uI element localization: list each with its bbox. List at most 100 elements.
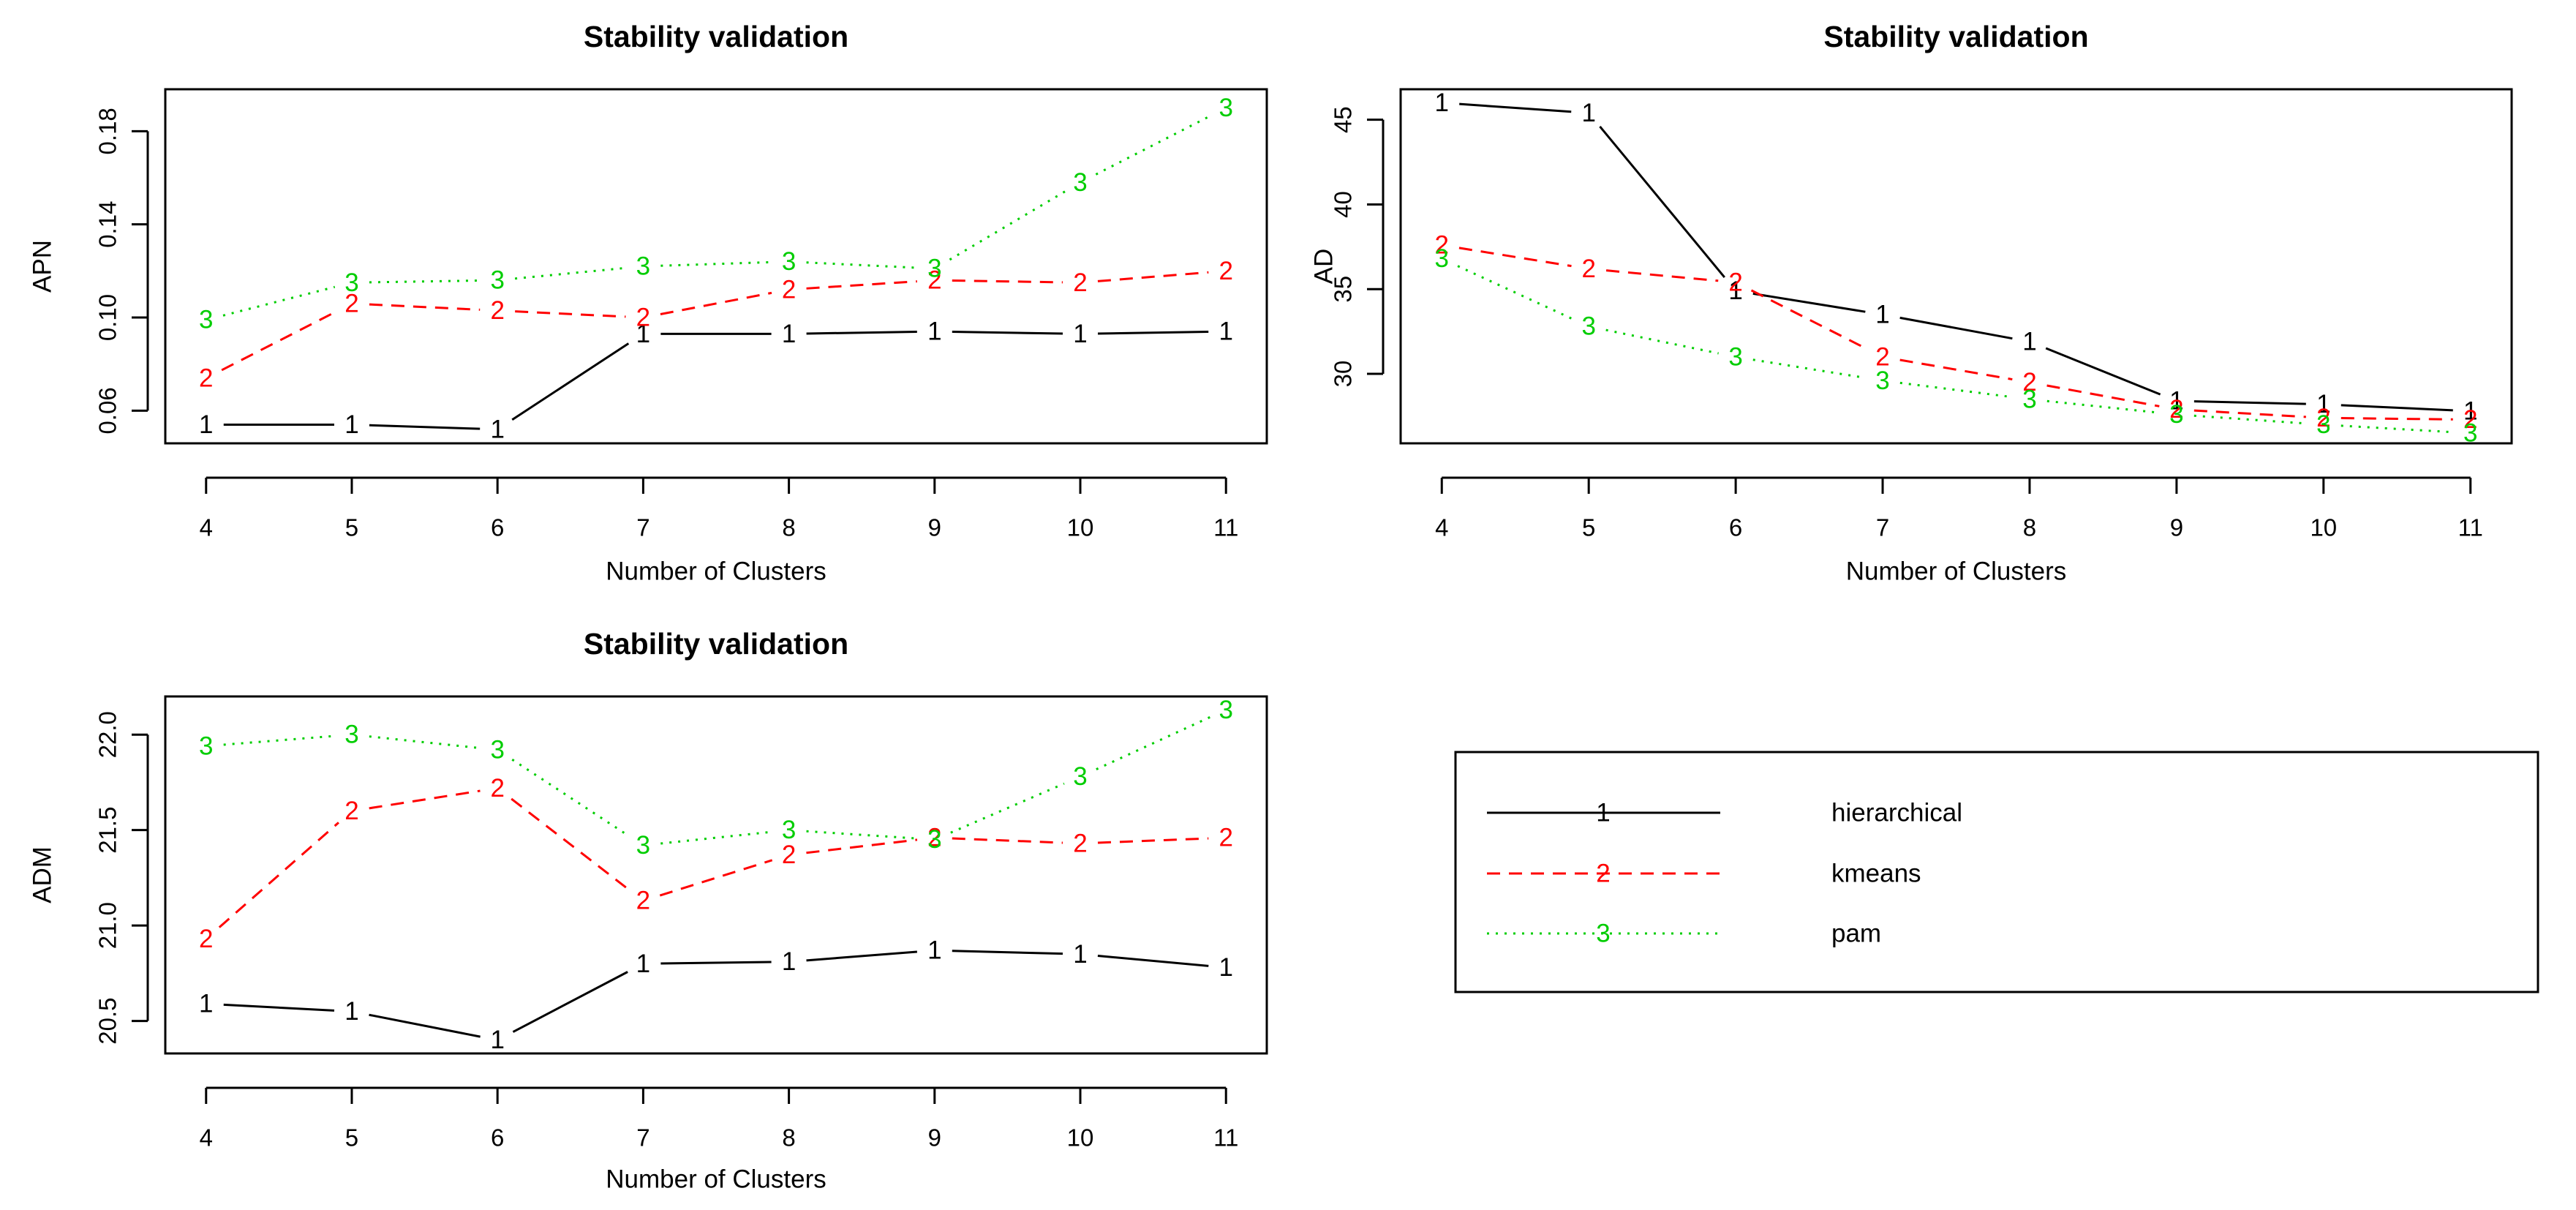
data-point-pam-10: 3 [2316, 410, 2330, 439]
legend-item-hierarchical: 1 hierarchical [1487, 799, 1962, 827]
x-axis-label-adm: Number of Clusters [606, 1165, 826, 1194]
legend: 1 hierarchical 2 kmeans 3 pam [1454, 751, 2539, 993]
series-kmeans-adm: 2 2 2 2 2 2 2 2 [199, 774, 1233, 953]
series-segment-hierarchical [369, 424, 481, 430]
data-point-hierarchical-4: 1 [199, 990, 213, 1018]
data-point-kmeans-9: 2 [927, 266, 941, 295]
chart-title-adm: Stability validation [584, 627, 848, 661]
x-tick-label-apn-7: 7 [636, 514, 649, 541]
data-point-hierarchical-6: 1 [490, 1026, 504, 1054]
series-segment-kmeans [2340, 417, 2453, 421]
data-point-hierarchical-5: 1 [344, 410, 358, 439]
data-point-kmeans-8: 2 [2022, 368, 2036, 397]
series-segment-pam [1096, 715, 1211, 770]
data-point-kmeans-7: 2 [1875, 342, 1889, 371]
x-tick-label-apn-4: 4 [200, 514, 213, 541]
data-point-kmeans-8: 2 [782, 841, 796, 869]
series-segment-pam [950, 782, 1065, 834]
x-tick-label-ad-4: 4 [1435, 514, 1448, 541]
x-tick-label-ad-9: 9 [2170, 514, 2183, 541]
series-segment-hierarchical [2193, 400, 2306, 405]
series-pam-adm: 3 3 3 3 3 3 3 3 [199, 696, 1233, 860]
series-segment-hierarchical [952, 950, 1063, 955]
series-segment-hierarchical [511, 342, 630, 421]
y-axis-label-adm: ADM [29, 846, 57, 903]
legend-item-kmeans: 2 kmeans [1487, 860, 1921, 888]
series-segment-kmeans [806, 280, 917, 290]
x-tick-label-adm-9: 9 [928, 1124, 941, 1151]
data-point-hierarchical-11: 1 [1219, 953, 1232, 982]
data-point-kmeans-5: 2 [1581, 255, 1595, 283]
data-point-pam-5: 3 [344, 268, 358, 297]
series-segment-kmeans [952, 837, 1063, 844]
series-segment-pam [1457, 265, 1574, 320]
x-tick-label-adm-6: 6 [491, 1124, 504, 1151]
data-point-kmeans-4: 2 [199, 925, 213, 953]
series-segment-hierarchical [369, 1013, 481, 1038]
data-point-kmeans-4: 2 [1435, 231, 1449, 260]
x-tick-label-adm-8: 8 [782, 1124, 795, 1151]
series-segment-kmeans [511, 797, 630, 891]
series-segment-pam [369, 279, 481, 284]
data-point-pam-4: 3 [199, 732, 213, 760]
plot-frame-ad [1399, 88, 2513, 445]
series-segment-hierarchical [806, 331, 917, 335]
series-segment-hierarchical [223, 1003, 335, 1012]
x-tick-label-ad-7: 7 [1876, 514, 1889, 541]
data-point-hierarchical-10: 1 [2316, 390, 2330, 418]
series-segment-kmeans [1097, 837, 1209, 844]
data-point-pam-5: 3 [344, 721, 358, 749]
data-point-kmeans-10: 2 [1073, 268, 1087, 297]
data-point-pam-4: 3 [199, 306, 213, 334]
legend-symbol-hierarchical: 1 [1596, 799, 1610, 827]
data-point-pam-9: 3 [927, 255, 941, 283]
data-point-kmeans-4: 2 [199, 364, 213, 392]
x-axis-label-apn: Number of Clusters [606, 557, 826, 586]
x-axis-label-ad: Number of Clusters [1846, 557, 2066, 586]
x-tick-label-ad-6: 6 [1729, 514, 1742, 541]
series-segment-kmeans [806, 838, 918, 854]
series-hierarchical-adm: 1 1 1 1 1 1 1 1 [199, 936, 1233, 1055]
data-point-kmeans-9: 2 [2169, 395, 2183, 424]
series-segment-hierarchical [1899, 316, 2013, 340]
series-segment-hierarchical [660, 961, 772, 965]
data-point-pam-8: 3 [782, 816, 796, 844]
x-tick-label-ad-10: 10 [2310, 514, 2337, 541]
data-point-hierarchical-8: 1 [2022, 328, 2036, 356]
x-tick-label-apn-8: 8 [782, 514, 795, 541]
series-segment-kmeans [369, 303, 481, 311]
chart-title-ad: Stability validation [1823, 20, 2088, 53]
series-hierarchical-ad: 1 1 1 1 1 1 1 1 [1435, 89, 2478, 425]
y-axis-apn: 0.06 0.10 0.14 0.18 [94, 108, 149, 435]
series-segment-pam [806, 830, 917, 840]
y-tick-label-ad-1: 35 [1330, 276, 1357, 303]
x-axis-apn: 4 5 6 7 8 9 10 11 [200, 476, 1238, 541]
data-point-kmeans-5: 2 [344, 289, 358, 317]
x-axis-ad: 4 5 6 7 8 9 10 11 [1435, 476, 2483, 541]
plot-frame-adm [164, 695, 1268, 1055]
legend-label-kmeans: kmeans [1831, 860, 1921, 888]
series-segment-pam [1752, 358, 1866, 379]
y-tick-label-ad-2: 40 [1330, 191, 1357, 218]
series-segment-hierarchical [1599, 125, 1725, 279]
series-segment-pam [369, 735, 481, 750]
legend-symbol-pam: 3 [1596, 920, 1610, 948]
data-point-hierarchical-10: 1 [1073, 320, 1087, 348]
series-pam-apn: 3 3 3 3 3 3 3 3 [199, 94, 1233, 334]
series-segment-pam [511, 758, 630, 837]
series-segment-kmeans [659, 859, 773, 897]
series-segment-pam [660, 830, 772, 845]
data-point-pam-5: 3 [1581, 312, 1595, 341]
data-point-kmeans-11: 2 [2463, 405, 2477, 434]
series-segment-pam [1095, 115, 1211, 176]
series-segment-hierarchical [1097, 331, 1209, 335]
data-point-pam-9: 3 [2169, 400, 2183, 429]
y-axis-adm: 20.5 21.0 21.5 22.0 [94, 711, 149, 1045]
data-point-pam-8: 3 [782, 247, 796, 276]
series-segment-hierarchical [2340, 404, 2453, 412]
series-segment-kmeans [221, 310, 337, 372]
series-segment-kmeans [515, 310, 626, 318]
data-point-pam-8: 3 [2022, 385, 2036, 413]
